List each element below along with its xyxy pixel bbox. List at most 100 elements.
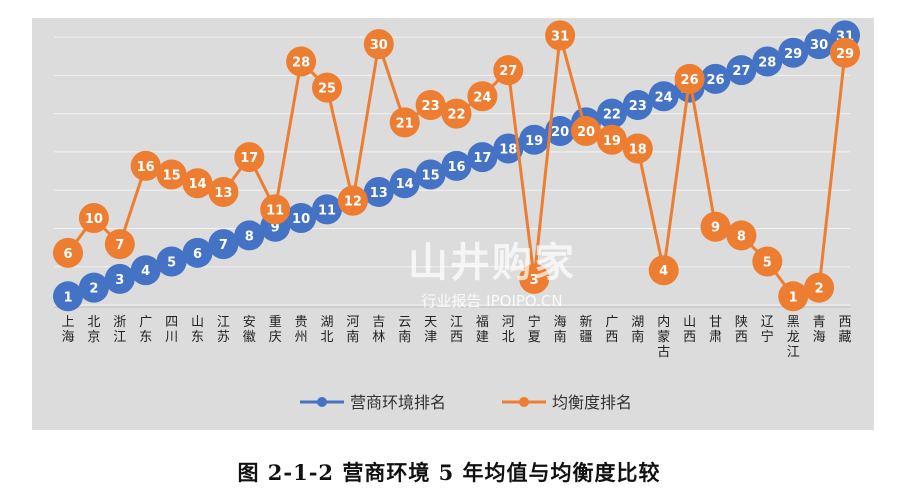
- data-label: 5: [167, 256, 176, 271]
- x-tick-label: 广东: [139, 315, 152, 345]
- series-1: 1234567891011121314151617181920212223242…: [53, 20, 860, 312]
- data-label: 19: [525, 134, 543, 149]
- data-point: [726, 220, 757, 251]
- data-point: [674, 63, 705, 94]
- data-point: [78, 272, 109, 303]
- data-label: 15: [422, 169, 440, 184]
- data-point: [441, 98, 472, 129]
- x-tick-label: 江苏: [217, 315, 230, 345]
- data-label: 28: [292, 55, 310, 70]
- x-tick-label: 湖南: [631, 315, 644, 345]
- data-point: [519, 263, 550, 294]
- data-point: [545, 116, 576, 147]
- x-tick-label: 贵州: [295, 315, 308, 345]
- line-chart: 上海北京浙江广东四川山东江苏安徽重庆贵州湖北河南吉林云南天津江西福建河北宁夏海南…: [53, 20, 860, 412]
- data-label: 6: [193, 247, 202, 262]
- data-point: [804, 29, 835, 60]
- data-point: [648, 255, 679, 286]
- data-point: [700, 63, 731, 94]
- data-label: 3: [530, 273, 539, 288]
- data-point: [752, 46, 783, 77]
- x-tick-label: 青海: [813, 315, 826, 345]
- data-label: 1: [63, 290, 72, 305]
- data-label: 8: [737, 229, 746, 244]
- data-label: 21: [396, 116, 414, 131]
- data-point: [545, 20, 576, 51]
- data-point: [778, 37, 809, 68]
- data-point: [493, 55, 524, 86]
- data-label: 2: [89, 282, 98, 297]
- data-label: 13: [370, 186, 388, 201]
- data-label: 25: [318, 82, 336, 97]
- data-point: [53, 281, 83, 312]
- x-tick-label: 山东: [191, 315, 204, 345]
- data-point: [389, 168, 420, 199]
- data-point: [441, 150, 472, 181]
- data-label: 11: [266, 203, 284, 218]
- data-label: 5: [763, 256, 772, 271]
- data-point: [700, 211, 731, 242]
- series-2: 6107161514131711282512302123222427331201…: [53, 20, 860, 312]
- data-point: [519, 124, 550, 155]
- data-label: 7: [115, 238, 124, 253]
- data-label: 1: [789, 290, 798, 305]
- data-label: 18: [629, 142, 647, 157]
- data-point: [363, 176, 394, 207]
- x-tick-label: 山西: [683, 315, 696, 345]
- data-label: 19: [603, 134, 621, 149]
- data-label: 15: [163, 169, 181, 184]
- x-tick-label: 黑龙江: [787, 315, 800, 360]
- data-point: [53, 237, 83, 268]
- data-label: 24: [473, 90, 491, 105]
- data-label: 10: [85, 212, 103, 227]
- data-point: [648, 81, 679, 112]
- data-point: [234, 142, 265, 173]
- data-point: [130, 255, 161, 286]
- data-point: [208, 176, 239, 207]
- data-label: 31: [551, 29, 569, 44]
- x-tick-label: 广西: [605, 315, 618, 345]
- data-point: [312, 194, 342, 225]
- x-axis: 上海北京浙江广东四川山东江苏安徽重庆贵州湖北河南吉林云南天津江西福建河北宁夏海南…: [61, 314, 851, 360]
- data-label: 26: [681, 73, 699, 88]
- data-point: [804, 272, 835, 303]
- data-label: 9: [711, 221, 720, 236]
- x-tick-label: 海南: [554, 315, 567, 345]
- data-point: [104, 229, 135, 260]
- x-tick-label: 甘肃: [709, 315, 722, 345]
- x-tick-label: 重庆: [269, 314, 282, 345]
- data-label: 16: [137, 160, 155, 175]
- data-point: [104, 263, 135, 294]
- data-point: [156, 246, 187, 277]
- x-tick-label: 安徽: [243, 315, 256, 345]
- data-point: [260, 194, 291, 225]
- data-point: [78, 203, 109, 234]
- legend-marker: [519, 397, 529, 407]
- data-point: [156, 159, 187, 190]
- data-label: 26: [706, 73, 724, 88]
- data-label: 12: [344, 195, 362, 210]
- x-tick-label: 辽宁: [761, 315, 774, 345]
- x-tick-label: 江西: [450, 315, 463, 345]
- data-label: 30: [810, 38, 828, 53]
- data-label: 24: [655, 90, 673, 105]
- series-layer: 1234567891011121314151617181920212223242…: [53, 20, 860, 312]
- data-label: 9: [271, 221, 280, 236]
- data-label: 29: [836, 47, 854, 62]
- x-tick-label: 西藏: [838, 315, 851, 345]
- data-label: 3: [115, 273, 124, 288]
- data-point: [778, 281, 809, 312]
- figure-caption: 图 2-1-2 营商环境 5 年均值与均衡度比较: [237, 460, 661, 485]
- data-label: 7: [219, 238, 228, 253]
- x-tick-label: 陕西: [735, 315, 748, 345]
- x-tick-label: 北京: [87, 315, 100, 345]
- x-tick-label: 云南: [398, 315, 411, 345]
- data-label: 4: [659, 264, 668, 279]
- data-label: 30: [370, 38, 388, 53]
- legend-marker: [317, 397, 327, 407]
- data-point: [571, 116, 601, 147]
- data-point: [130, 150, 161, 181]
- x-tick-label: 吉林: [372, 315, 385, 345]
- data-label: 23: [422, 99, 440, 114]
- legend: 营商环境排名 均衡度排名: [300, 393, 632, 412]
